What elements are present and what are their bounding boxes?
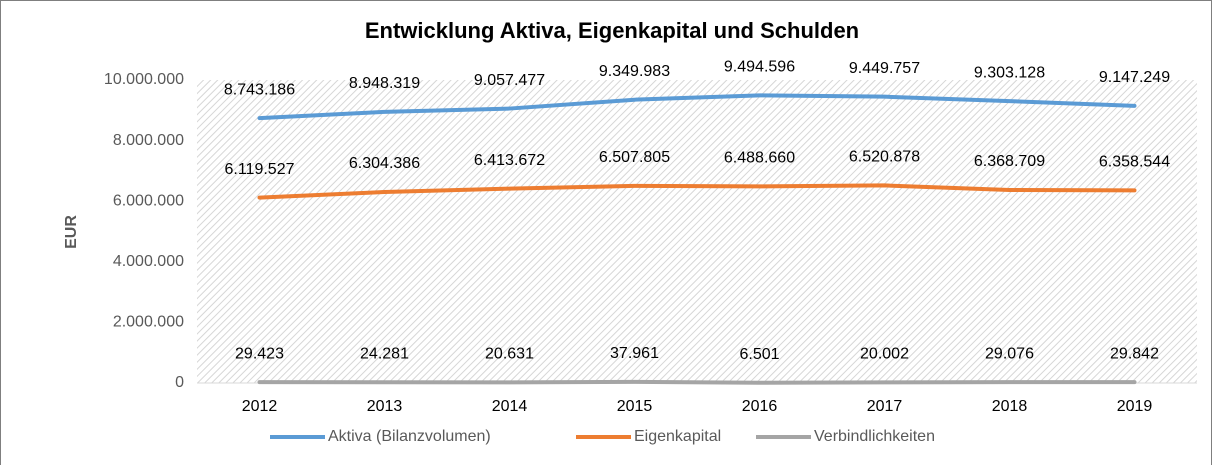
y-tick-label: 2.000.000 <box>113 314 184 331</box>
data-label: 6.413.672 <box>474 152 545 169</box>
x-tick-label: 2017 <box>867 398 903 415</box>
x-tick-label: 2015 <box>617 398 653 415</box>
legend-label: Verbindlichkeiten <box>814 428 935 445</box>
data-label: 20.002 <box>860 346 909 363</box>
data-label: 29.076 <box>985 345 1034 362</box>
y-tick-label: 4.000.000 <box>113 253 184 270</box>
data-label: 6.358.544 <box>1099 154 1170 171</box>
plot-area <box>197 80 1197 383</box>
data-label: 9.303.128 <box>974 64 1045 81</box>
data-label: 6.520.878 <box>849 149 920 166</box>
data-label: 8.948.319 <box>349 75 420 92</box>
data-label: 6.119.527 <box>225 161 295 178</box>
x-tick-label: 2019 <box>1117 398 1153 415</box>
y-axis-label: EUR <box>63 215 80 249</box>
legend-label: Eigenkapital <box>634 428 721 445</box>
data-label: 37.961 <box>610 345 659 362</box>
series-line <box>257 379 1137 385</box>
x-tick-label: 2012 <box>242 398 278 415</box>
legend-label: Aktiva (Bilanzvolumen) <box>328 428 491 445</box>
y-tick-label: 8.000.000 <box>113 132 184 149</box>
series-line <box>257 93 1137 121</box>
x-tick-label: 2013 <box>367 398 403 415</box>
data-label: 6.507.805 <box>599 149 670 166</box>
y-tick-label: 0 <box>175 374 184 391</box>
data-label: 9.349.983 <box>599 63 670 80</box>
data-label: 6.488.660 <box>724 150 795 167</box>
chart-title: Entwicklung Aktiva, Eigenkapital und Sch… <box>365 18 859 43</box>
data-label: 6.368.709 <box>974 153 1045 170</box>
data-label: 9.057.477 <box>474 72 545 89</box>
data-label: 29.423 <box>235 345 284 362</box>
series-line <box>257 183 1137 200</box>
data-label: 6.501 <box>739 346 779 363</box>
data-label: 9.147.249 <box>1099 69 1170 86</box>
data-label: 9.449.757 <box>849 60 920 77</box>
x-tick-label: 2016 <box>742 398 778 415</box>
data-label: 6.304.386 <box>349 155 420 172</box>
data-label: 20.631 <box>485 346 534 363</box>
data-label: 29.842 <box>1110 345 1159 362</box>
x-tick-label: 2018 <box>992 398 1028 415</box>
data-label: 8.743.186 <box>224 81 295 98</box>
y-tick-label: 6.000.000 <box>113 192 184 209</box>
data-label: 9.494.596 <box>724 59 795 76</box>
data-label: 24.281 <box>360 345 409 362</box>
y-tick-label: 10.000.000 <box>104 71 184 88</box>
x-tick-label: 2014 <box>492 398 528 415</box>
